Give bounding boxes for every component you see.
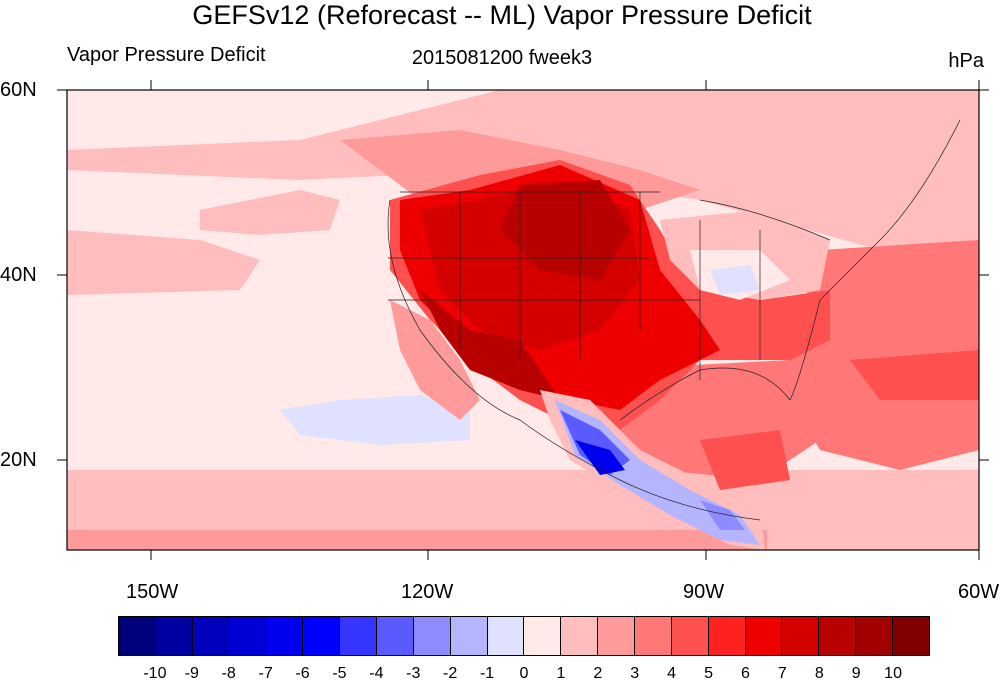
boundary-lines — [387, 119, 961, 521]
colorbar-label: -6 — [295, 665, 310, 682]
lon-label-90w: 90W — [683, 581, 725, 603]
map-field — [67, 90, 979, 550]
colorbar-label: -5 — [332, 665, 347, 682]
lon-label-120w: 120W — [401, 581, 454, 603]
colorbar-label: 6 — [741, 665, 750, 682]
colorbar-box — [303, 617, 341, 655]
colorbar-box — [671, 617, 709, 655]
lon-label-150w: 150W — [126, 581, 179, 603]
axis-ticks — [57, 80, 989, 560]
colorbar-box — [192, 617, 230, 655]
lat-label-40n: 40N — [0, 264, 37, 286]
colorbar-label: 5 — [704, 665, 713, 682]
colorbar-box — [377, 617, 414, 655]
colorbar-label: 2 — [593, 665, 603, 682]
units-label: hPa — [948, 50, 984, 72]
colorbar-box — [524, 617, 562, 655]
colorbar-label: 4 — [667, 665, 677, 682]
colorbar-box — [893, 617, 929, 655]
colorbar-box — [266, 617, 304, 655]
lat-label-20n: 20N — [0, 449, 37, 471]
colorbar-box — [561, 617, 599, 655]
colorbar-box — [598, 617, 636, 655]
colorbar-box — [413, 617, 451, 655]
colorbar-label: -4 — [369, 665, 384, 682]
colorbar-box — [450, 617, 488, 655]
colorbar-box — [229, 617, 267, 655]
map-frame — [66, 89, 980, 551]
colorbar-box — [635, 617, 672, 655]
colorbar-box — [782, 617, 820, 655]
colorbar-box — [119, 617, 156, 655]
colorbar-box — [819, 617, 857, 655]
colorbar-label: 3 — [630, 665, 640, 682]
colorbar-box — [155, 617, 193, 655]
variable-label: Vapor Pressure Deficit — [67, 44, 266, 66]
colorbar-box — [340, 617, 378, 655]
lat-label-60n: 60N — [0, 79, 37, 101]
date-label: 2015081200 fweek3 — [411, 47, 593, 69]
colorbar-label: 7 — [777, 665, 787, 682]
colorbar — [118, 616, 930, 656]
colorbar-label: 10 — [884, 665, 902, 682]
colorbar-label: -1 — [479, 665, 495, 682]
colorbar-label: -3 — [406, 665, 421, 682]
colorbar-label: 8 — [814, 665, 824, 682]
colorbar-label: -9 — [184, 665, 199, 682]
colorbar-box — [745, 617, 783, 655]
colorbar-label: -10 — [143, 665, 167, 682]
colorbar-label: -7 — [258, 665, 273, 682]
colorbar-label: -2 — [443, 665, 458, 682]
colorbar-box — [708, 617, 746, 655]
colorbar-box — [856, 617, 894, 655]
colorbar-label: -8 — [221, 665, 236, 682]
colorbar-label: 9 — [851, 665, 861, 682]
colorbar-label: 0 — [519, 665, 529, 682]
map-title: GEFSv12 (Reforecast -- ML) Vapor Pressur… — [192, 0, 812, 30]
colorbar-label: 1 — [556, 665, 566, 682]
colorbar-box — [487, 617, 525, 655]
lon-label-60w: 60W — [958, 581, 1000, 603]
